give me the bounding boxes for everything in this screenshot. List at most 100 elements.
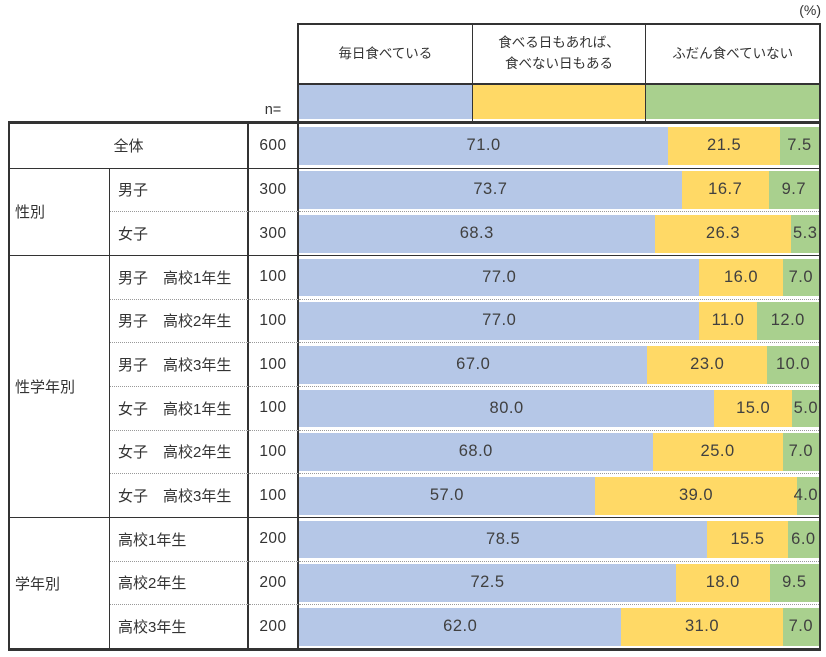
row-label: 男子 高校2年生 bbox=[110, 298, 249, 343]
stacked-bar: 77.0 11.0 12.0 bbox=[299, 302, 820, 340]
bar-seg-sometimes: 39.0 bbox=[594, 476, 798, 515]
bar-seg-sometimes: 25.0 bbox=[652, 433, 783, 471]
row-bar-cell: 71.0 21.5 7.5 bbox=[299, 124, 819, 168]
bar-seg-sometimes: 16.0 bbox=[699, 258, 783, 297]
bar-seg-rarely: 12.0 bbox=[756, 302, 820, 340]
row-n-value: 200 bbox=[249, 517, 299, 561]
stacked-bar: 73.7 16.7 9.7 bbox=[299, 171, 819, 209]
stacked-bar: 68.0 25.0 7.0 bbox=[299, 433, 819, 471]
bar-seg-daily: 68.3 bbox=[299, 214, 655, 253]
row-n-value: 100 bbox=[249, 429, 299, 474]
bar-seg-sometimes: 16.7 bbox=[681, 171, 769, 209]
group-cell: 学年別 bbox=[10, 517, 110, 648]
stacked-bar: 68.3 26.3 5.3 bbox=[299, 214, 819, 253]
bar-seg-daily: 77.0 bbox=[299, 258, 700, 297]
row-bar-cell: 73.7 16.7 9.7 bbox=[299, 167, 819, 212]
bar-seg-rarely: 7.0 bbox=[782, 607, 820, 646]
group-cell: 性学年別 bbox=[10, 255, 110, 517]
bar-seg-daily: 80.0 bbox=[299, 389, 715, 428]
row-label: 男子 bbox=[110, 167, 249, 212]
row-n-value: 100 bbox=[249, 386, 299, 430]
row-bar-cell: 77.0 11.0 12.0 bbox=[299, 298, 820, 343]
n-caption: n= bbox=[264, 102, 282, 118]
bar-seg-rarely: 6.0 bbox=[787, 520, 819, 559]
legend-header-row: 毎日食べている 食べる日もあれば、 食べない日もある ふだん食べていない bbox=[299, 25, 819, 85]
stacked-bar: 62.0 31.0 7.0 bbox=[299, 607, 820, 646]
results-table: 全体 600 71.0 21.5 7.5 性別 男子 300 73.7 16.7 9.7 女子 300 6… bbox=[8, 121, 821, 651]
legend-label-daily: 毎日食べている bbox=[338, 45, 433, 61]
stacked-bar: 72.5 18.0 9.5 bbox=[299, 564, 819, 602]
row-bar-cell: 77.0 16.0 7.0 bbox=[299, 255, 820, 299]
bar-seg-rarely: 10.0 bbox=[767, 345, 819, 384]
row-label: 女子 高校2年生 bbox=[110, 429, 249, 474]
bar-seg-rarely: 5.0 bbox=[792, 389, 819, 428]
legend-color-band bbox=[299, 85, 820, 122]
legend-swatch-sometimes bbox=[472, 85, 646, 119]
bar-seg-sometimes: 15.5 bbox=[707, 520, 788, 559]
bar-seg-daily: 68.0 bbox=[299, 433, 653, 471]
row-bar-cell: 57.0 39.0 4.0 bbox=[299, 473, 819, 517]
row-label: 高校3年生 bbox=[110, 604, 249, 648]
row-label: 女子 高校1年生 bbox=[110, 386, 249, 430]
row-n-value: 600 bbox=[249, 124, 299, 168]
row-label: 男子 高校3年生 bbox=[110, 342, 249, 386]
row-label: 全体 bbox=[10, 124, 249, 168]
row-bar-cell: 68.3 26.3 5.3 bbox=[299, 211, 819, 255]
stacked-bar: 71.0 21.5 7.5 bbox=[299, 126, 819, 166]
bar-seg-daily: 57.0 bbox=[299, 476, 595, 515]
stacked-bar: 57.0 39.0 4.0 bbox=[299, 476, 819, 515]
legend-swatch-daily bbox=[299, 85, 472, 119]
bar-seg-rarely: 7.0 bbox=[782, 433, 819, 471]
bar-seg-daily: 62.0 bbox=[299, 607, 622, 646]
legend-label-rarely: ふだん食べていない bbox=[645, 25, 819, 83]
bar-seg-rarely: 7.0 bbox=[782, 258, 820, 297]
bar-seg-rarely: 5.3 bbox=[791, 214, 819, 253]
bar-seg-rarely: 7.5 bbox=[780, 126, 819, 166]
row-n-value: 300 bbox=[249, 211, 299, 255]
bar-seg-daily: 77.0 bbox=[299, 302, 700, 340]
row-n-value: 200 bbox=[249, 560, 299, 605]
stacked-bar: 80.0 15.0 5.0 bbox=[299, 389, 819, 428]
row-n-value: 100 bbox=[249, 255, 299, 299]
row-label: 女子 高校3年生 bbox=[110, 473, 249, 517]
bar-seg-sometimes: 21.5 bbox=[668, 126, 780, 166]
row-label: 高校1年生 bbox=[110, 517, 249, 561]
row-n-value: 100 bbox=[249, 473, 299, 517]
bar-seg-daily: 72.5 bbox=[299, 564, 676, 602]
legend-swatch-rarely bbox=[646, 85, 820, 119]
row-bar-cell: 72.5 18.0 9.5 bbox=[299, 560, 819, 605]
bar-seg-daily: 78.5 bbox=[299, 520, 708, 559]
bar-seg-sometimes: 15.0 bbox=[714, 389, 793, 428]
row-n-value: 200 bbox=[249, 604, 299, 648]
stacked-bar: 77.0 16.0 7.0 bbox=[299, 258, 820, 297]
row-bar-cell: 68.0 25.0 7.0 bbox=[299, 429, 819, 474]
bar-seg-rarely: 9.7 bbox=[768, 171, 819, 209]
bar-seg-sometimes: 23.0 bbox=[647, 345, 767, 384]
row-n-value: 100 bbox=[249, 298, 299, 343]
row-n-value: 100 bbox=[249, 342, 299, 386]
legend-label-sometimes: 食べる日もあれば、 食べない日もある bbox=[471, 25, 646, 83]
bar-seg-daily: 73.7 bbox=[299, 171, 682, 209]
bar-seg-sometimes: 18.0 bbox=[676, 564, 770, 602]
unit-label: (%) bbox=[799, 2, 821, 18]
row-bar-cell: 80.0 15.0 5.0 bbox=[299, 386, 819, 430]
row-label: 高校2年生 bbox=[110, 560, 249, 605]
row-n-value: 300 bbox=[249, 167, 299, 212]
row-bar-cell: 78.5 15.5 6.0 bbox=[299, 517, 819, 561]
row-label: 男子 高校1年生 bbox=[110, 255, 249, 299]
legend: 毎日食べている 食べる日もあれば、 食べない日もある ふだん食べていない bbox=[297, 23, 821, 122]
stacked-bar: 67.0 23.0 10.0 bbox=[299, 345, 819, 384]
row-bar-cell: 62.0 31.0 7.0 bbox=[299, 604, 820, 648]
bar-seg-sometimes: 31.0 bbox=[621, 607, 783, 646]
row-bar-cell: 67.0 23.0 10.0 bbox=[299, 342, 819, 386]
bar-seg-rarely: 4.0 bbox=[794, 476, 819, 515]
bar-seg-daily: 71.0 bbox=[299, 126, 669, 166]
group-cell: 性別 bbox=[10, 167, 110, 255]
bar-seg-daily: 67.0 bbox=[299, 345, 648, 384]
bar-seg-sometimes: 11.0 bbox=[699, 302, 757, 340]
stacked-bar: 78.5 15.5 6.0 bbox=[299, 520, 819, 559]
row-label: 女子 bbox=[110, 211, 249, 255]
bar-seg-sometimes: 26.3 bbox=[654, 214, 792, 253]
bar-seg-rarely: 9.5 bbox=[769, 564, 819, 602]
